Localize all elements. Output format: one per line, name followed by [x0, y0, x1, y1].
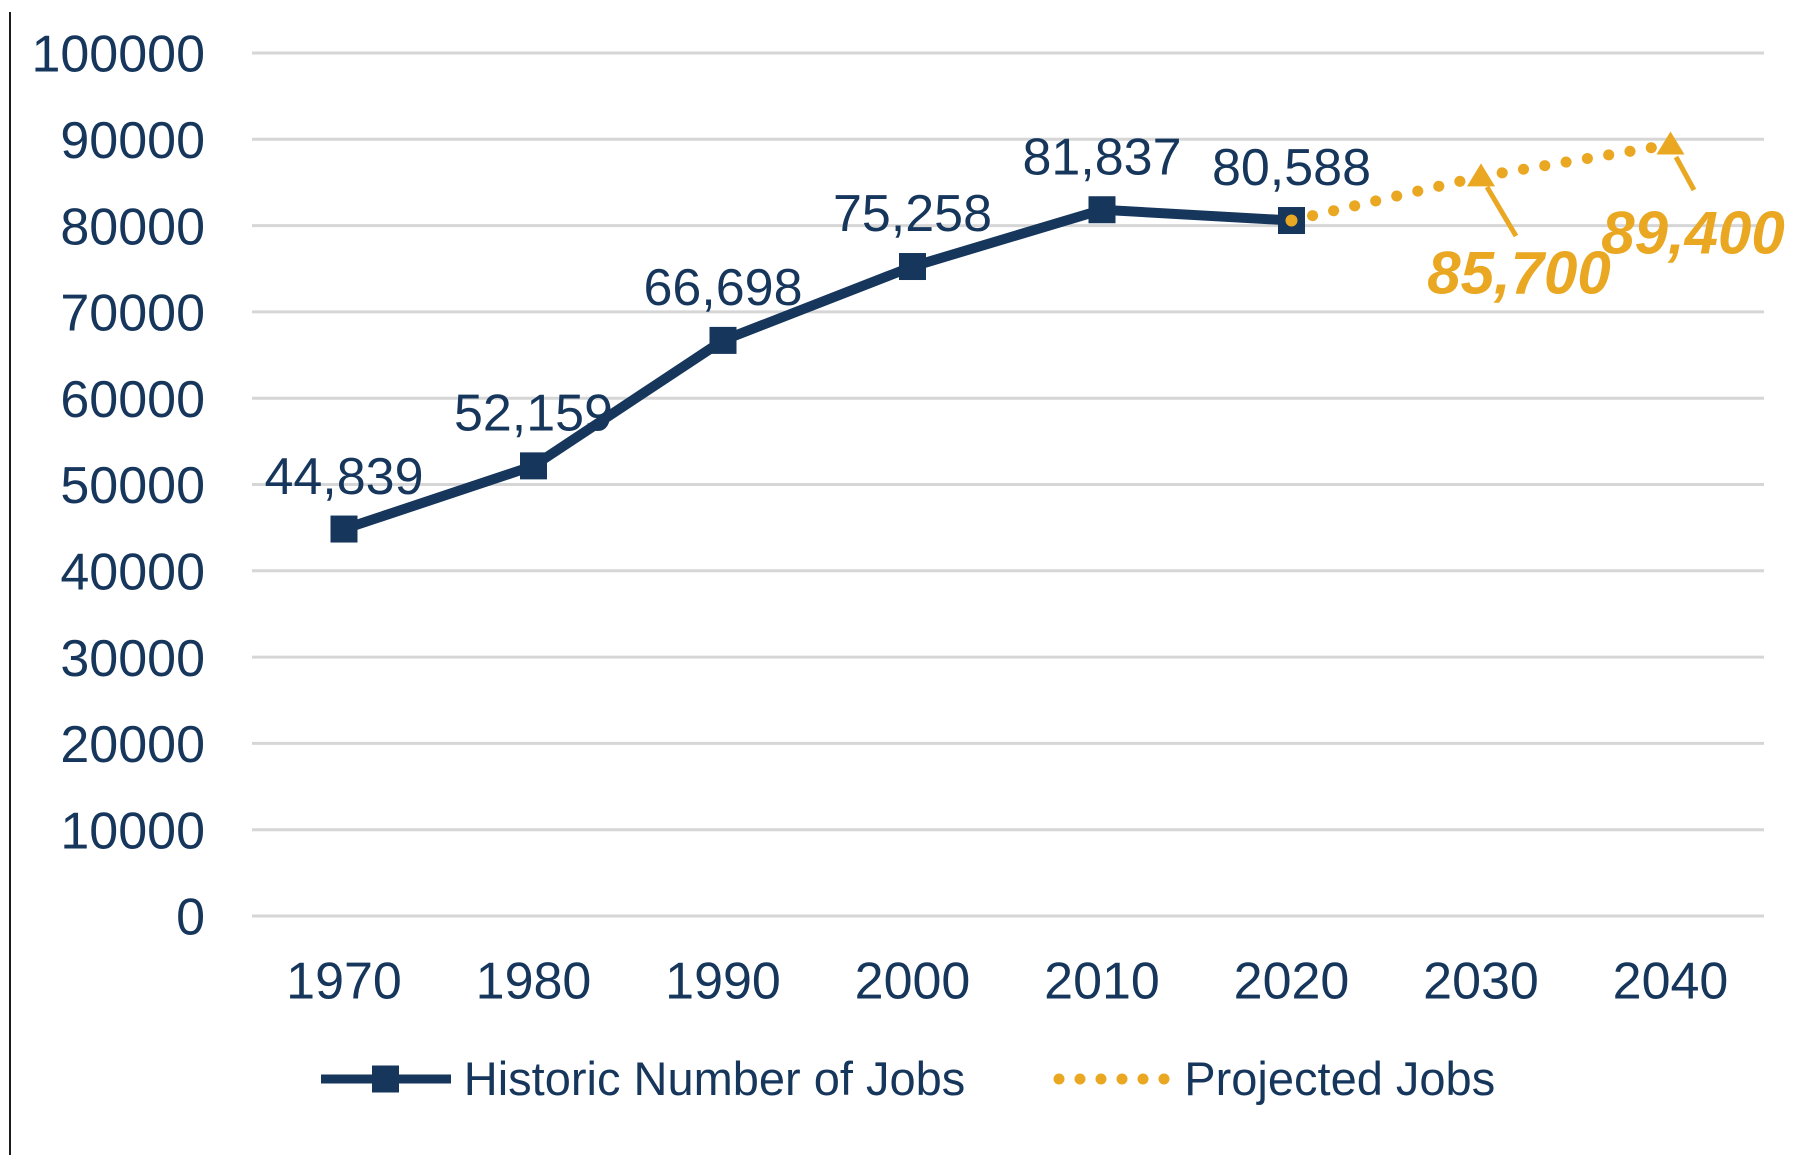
projected-point-marker-triangle [1467, 163, 1495, 187]
projected-label-leader-line [1484, 185, 1519, 238]
historic-point-marker [330, 515, 358, 543]
legend-item-historic: Historic Number of Jobs [320, 1051, 966, 1106]
historic-data-label: 44,839 [264, 448, 423, 506]
y-tick-label: 10000 [60, 802, 205, 860]
y-tick-label: 80000 [60, 198, 205, 256]
y-tick-label: 0 [176, 889, 205, 947]
y-tick-label: 20000 [60, 716, 205, 774]
historic-data-label: 80,588 [1212, 139, 1371, 197]
x-tick-label: 1970 [286, 953, 402, 1011]
y-tick-label: 30000 [60, 630, 205, 688]
historic-data-label: 81,837 [1022, 128, 1181, 186]
y-tick-label: 50000 [60, 457, 205, 515]
x-tick-label: 2020 [1234, 953, 1350, 1011]
projected-data-label: 85,700 [1427, 240, 1611, 307]
historic-point-marker [899, 253, 926, 281]
historic-line-swatch [320, 1065, 451, 1092]
projected-line-swatch [1053, 1073, 1170, 1084]
x-tick-label: 1990 [665, 953, 781, 1011]
y-tick-label: 60000 [60, 371, 205, 429]
projected-data-label: 89,400 [1601, 200, 1785, 267]
screenshot-left-border [9, 12, 11, 1155]
chart-canvas: 0 10000 20000 30000 40000 50000 60000 70000 8000… [31, 26, 1785, 1011]
y-tick-label: 90000 [60, 112, 205, 170]
projected-point-marker-triangle [1656, 131, 1685, 155]
historic-data-label: 52,159 [454, 385, 613, 443]
y-tick-label: 100000 [31, 26, 205, 84]
historic-point-marker [1088, 196, 1116, 224]
historic-line [342, 204, 1292, 534]
historic-data-label: 75,258 [833, 185, 992, 243]
legend-item-projected: Projected Jobs [1053, 1051, 1495, 1106]
historic-point-marker [709, 326, 737, 354]
legend-label-historic: Historic Number of Jobs [463, 1052, 966, 1105]
x-tick-label: 2030 [1423, 953, 1539, 1011]
legend-label-projected: Projected Jobs [1184, 1052, 1496, 1105]
legend: Historic Number of Jobs Projected Jobs [0, 1051, 1816, 1106]
historic-data-label: 66,698 [643, 259, 802, 317]
projected-label-leader-line [1673, 155, 1697, 192]
x-tick-label: 2040 [1613, 953, 1729, 1011]
y-tick-label: 70000 [60, 285, 205, 343]
x-tick-label: 2010 [1044, 953, 1160, 1011]
y-tick-label: 40000 [60, 544, 205, 602]
historic-point-marker [520, 452, 547, 480]
x-tick-label: 1980 [476, 953, 592, 1011]
projected-start-dot [1285, 214, 1298, 227]
x-tick-label: 2000 [855, 953, 971, 1011]
